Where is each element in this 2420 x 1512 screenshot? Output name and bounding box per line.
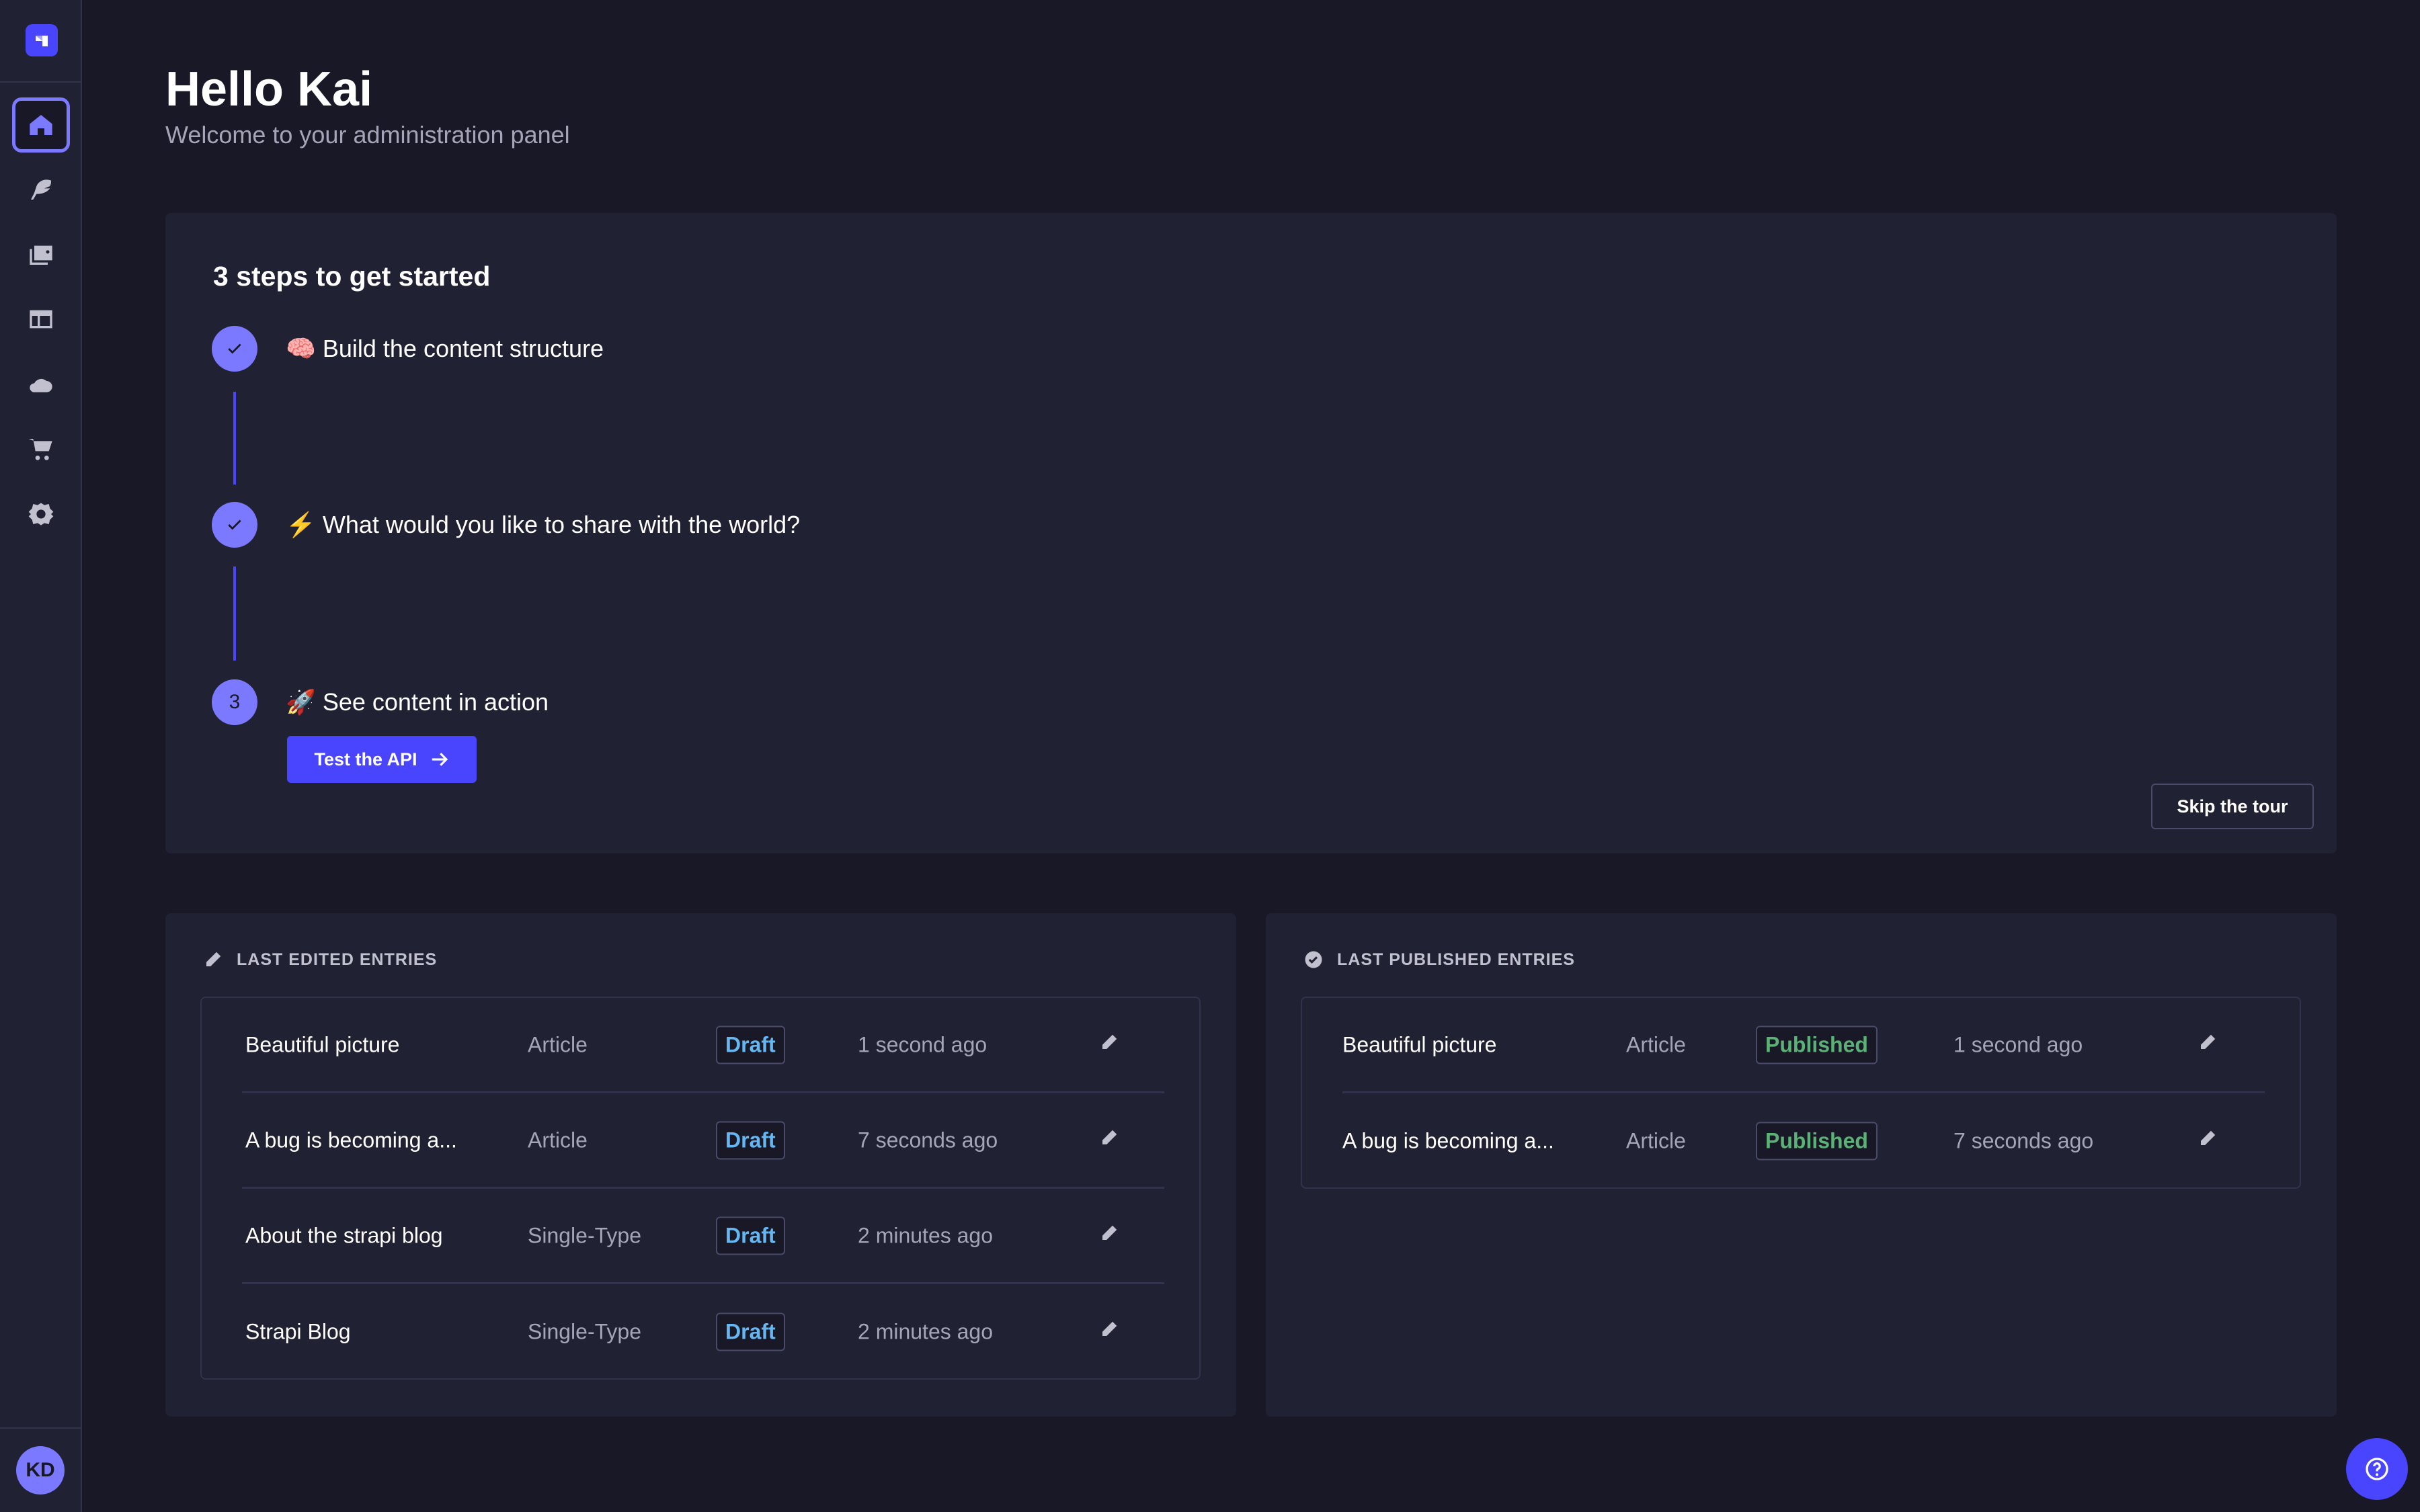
pencil-icon	[2201, 1130, 2216, 1145]
nav-marketplace[interactable]	[12, 421, 70, 476]
entry-updated-time: 7 seconds ago	[858, 1128, 998, 1152]
entry-type: Article	[528, 1032, 588, 1056]
step-1-check-icon	[212, 326, 257, 372]
entry-type: Article	[528, 1128, 588, 1152]
pencil-icon	[1102, 1321, 1117, 1336]
nav-media-library[interactable]	[12, 227, 70, 282]
status-badge: Draft	[716, 1121, 785, 1159]
media-library-icon	[30, 245, 52, 265]
arrow-right-icon	[432, 753, 448, 766]
entry-updated-time: 1 second ago	[858, 1032, 987, 1056]
entry-name: About the strapi blog	[245, 1223, 443, 1247]
home-icon	[30, 115, 52, 135]
entry-type: Single-Type	[528, 1223, 641, 1247]
step-3-number: 3	[212, 679, 257, 725]
brain-icon: 🧠	[286, 335, 316, 362]
help-button[interactable]	[2346, 1438, 2408, 1500]
nav-home[interactable]	[12, 97, 70, 153]
onboarding-card	[165, 213, 2337, 853]
step-3: 🚀 See content in action	[286, 688, 549, 716]
strapi-logo[interactable]	[26, 24, 58, 56]
layout-icon	[30, 310, 52, 329]
step-label: Build the content structure	[322, 335, 604, 362]
skip-tour-button[interactable]: Skip the tour	[2151, 784, 2314, 829]
entry-updated-time: 1 second ago	[1953, 1032, 2083, 1056]
sidebar: KD	[0, 0, 82, 1512]
entry-type: Single-Type	[528, 1319, 641, 1344]
entry-name: Beautiful picture	[245, 1032, 400, 1056]
status-badge: Draft	[716, 1025, 785, 1064]
edit-entry-button[interactable]	[1099, 1319, 1119, 1345]
edit-entry-button[interactable]	[1099, 1223, 1119, 1249]
status-badge: Published	[1756, 1025, 1878, 1064]
status-badge: Published	[1756, 1122, 1878, 1161]
last-published-header: LAST PUBLISHED ENTRIES	[1303, 950, 1575, 970]
step-2-check-icon	[212, 502, 257, 548]
table-row[interactable]: A bug is becoming a... Article Published 7 …	[1342, 1093, 2265, 1189]
step-connector	[233, 392, 236, 485]
step-label: See content in action	[322, 688, 549, 716]
edit-entry-button[interactable]	[2197, 1128, 2218, 1154]
entry-updated-time: 2 minutes ago	[858, 1223, 994, 1247]
cloud-icon	[30, 378, 52, 392]
section-title: LAST PUBLISHED ENTRIES	[1337, 950, 1575, 969]
status-badge: Draft	[716, 1312, 785, 1351]
test-api-button[interactable]: Test the API	[287, 736, 477, 783]
table-row[interactable]: A bug is becoming a... Article Draft 7 seco…	[242, 1093, 1164, 1189]
table-row[interactable]: Beautiful picture Article Published 1 secon…	[1342, 998, 2265, 1093]
table-row[interactable]: Strapi Blog Single-Type Draft 2 minutes ago	[242, 1284, 1164, 1380]
divider	[0, 81, 81, 83]
step-2: ⚡ What would you like to share with the …	[286, 511, 800, 539]
table-row[interactable]: Beautiful picture Article Draft 1 second ag…	[242, 998, 1164, 1093]
nav-content-type-builder[interactable]	[12, 292, 70, 347]
edit-entry-button[interactable]	[2197, 1032, 2218, 1058]
pencil-icon	[1102, 1225, 1117, 1240]
last-edited-card: LAST EDITED ENTRIES Beautiful picture Art…	[165, 913, 1236, 1417]
check-circle-icon	[1305, 951, 1322, 968]
edit-entry-button[interactable]	[1099, 1032, 1119, 1058]
step-connector	[233, 566, 236, 661]
button-label: Test the API	[314, 749, 417, 769]
pencil-icon	[206, 952, 221, 966]
step-1: 🧠 Build the content structure	[286, 335, 604, 363]
nav-content-manager[interactable]	[12, 162, 70, 217]
last-published-card: LAST PUBLISHED ENTRIES Beautiful picture…	[1266, 913, 2337, 1417]
avatar[interactable]: KD	[16, 1446, 65, 1495]
feather-icon	[31, 179, 51, 200]
last-edited-table: Beautiful picture Article Draft 1 second ag…	[200, 997, 1201, 1380]
entry-name: A bug is becoming a...	[245, 1128, 457, 1152]
entry-updated-time: 7 seconds ago	[1953, 1128, 2094, 1153]
last-edited-header: LAST EDITED ENTRIES	[203, 950, 437, 970]
pencil-icon	[1102, 1130, 1117, 1144]
step-label: What would you like to share with the wo…	[322, 511, 801, 538]
page-title: Hello Kai	[165, 62, 373, 116]
entry-updated-time: 2 minutes ago	[858, 1319, 994, 1344]
table-row[interactable]: About the strapi blog Single-Type Draft 2 m…	[242, 1189, 1164, 1284]
rocket-icon: 🚀	[286, 688, 316, 716]
page-subtitle: Welcome to your administration panel	[165, 121, 570, 149]
cart-icon	[28, 439, 52, 460]
pencil-icon	[1102, 1034, 1117, 1049]
entry-type: Article	[1626, 1032, 1686, 1056]
divider	[0, 1427, 81, 1429]
nav-cloud[interactable]	[12, 357, 70, 412]
onboarding-title: 3 steps to get started	[213, 261, 491, 292]
pencil-icon	[2201, 1034, 2216, 1049]
edit-entry-button[interactable]	[1099, 1128, 1119, 1153]
entry-name: Beautiful picture	[1342, 1032, 1497, 1056]
section-title: LAST EDITED ENTRIES	[237, 950, 438, 969]
entry-type: Article	[1626, 1128, 1686, 1153]
entry-name: A bug is becoming a...	[1342, 1128, 1554, 1153]
question-icon	[2366, 1458, 2388, 1480]
status-badge: Draft	[716, 1216, 785, 1255]
lightning-icon: ⚡	[286, 511, 316, 538]
nav-settings[interactable]	[12, 487, 70, 542]
last-published-table: Beautiful picture Article Published 1 secon…	[1301, 997, 2301, 1189]
entry-name: Strapi Blog	[245, 1319, 351, 1344]
gear-icon	[28, 503, 54, 526]
